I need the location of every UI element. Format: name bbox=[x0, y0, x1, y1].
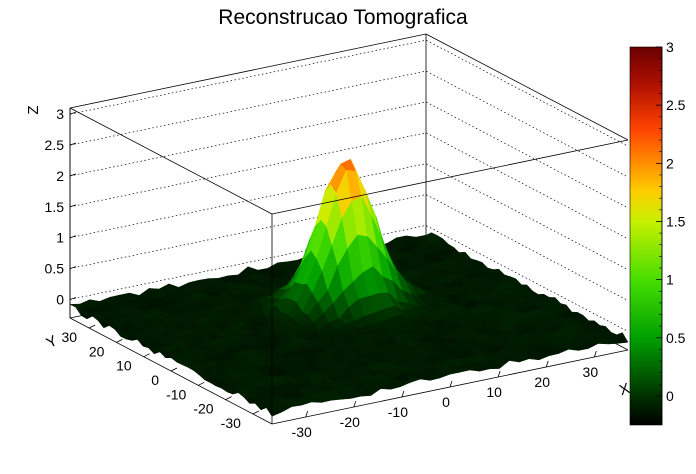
y-tick-label: 30 bbox=[62, 329, 78, 345]
z-tick bbox=[69, 235, 77, 239]
x-tick bbox=[593, 350, 597, 358]
z-axis-label: Z bbox=[25, 105, 42, 114]
x-tick-label: -30 bbox=[292, 424, 312, 440]
colorbar-tick-label: 3 bbox=[666, 39, 674, 55]
x-tick bbox=[305, 410, 309, 418]
z-tick bbox=[69, 297, 77, 300]
colorbar-tick-label: 1 bbox=[666, 272, 674, 288]
y-tick-label: -10 bbox=[166, 386, 186, 402]
front-edge bbox=[271, 139, 629, 215]
x-tick-label: 0 bbox=[442, 394, 450, 410]
y-tick-label: 10 bbox=[116, 358, 132, 374]
y-tick-label: -20 bbox=[193, 401, 213, 417]
z-tick-label: 0 bbox=[56, 291, 64, 307]
x-tick bbox=[449, 380, 453, 388]
x-tick bbox=[401, 390, 405, 398]
y-tick bbox=[143, 353, 150, 358]
x-tick-label: 30 bbox=[583, 364, 599, 380]
colorbar-tick-label: 0 bbox=[666, 388, 674, 404]
y-tick bbox=[252, 410, 260, 415]
colorbar-tick-label: 1.5 bbox=[666, 213, 686, 229]
x-tick-label: 10 bbox=[486, 384, 502, 400]
colorbar: 0 0.5 1 1.5 2 2.5 3 bbox=[629, 39, 686, 426]
colorbar-tick-label: 2 bbox=[666, 155, 674, 171]
colorbar-tick-label: 2.5 bbox=[666, 97, 686, 113]
x-tick bbox=[497, 370, 501, 378]
z-gridline bbox=[69, 225, 629, 332]
z-tick-label: 2.5 bbox=[45, 137, 65, 153]
y-tick bbox=[198, 381, 205, 386]
y-tick-label: 20 bbox=[89, 343, 105, 359]
z-gridline bbox=[69, 163, 629, 271]
z-tick bbox=[69, 111, 77, 115]
z-tick bbox=[69, 142, 77, 146]
y-tick bbox=[170, 367, 178, 372]
z-tick bbox=[69, 204, 77, 208]
x-tick bbox=[545, 360, 549, 368]
z-tick-label: 1 bbox=[56, 230, 64, 246]
colorbar-tick-label: 0.5 bbox=[666, 330, 686, 346]
colorbar-rect bbox=[629, 46, 663, 426]
z-tick-label: 2 bbox=[56, 168, 64, 184]
surface bbox=[69, 158, 629, 417]
y-axis-label: Y bbox=[43, 332, 60, 352]
y-tick bbox=[225, 396, 232, 401]
x-tick-label: -20 bbox=[340, 414, 360, 430]
axes-labels: 0 0.5 1 1.5 2 2.5 3 -30 -20 -10 0 10 20 30 -30 -20 -10 0 1… bbox=[25, 105, 632, 440]
chart-title: Reconstrucao Tomografica bbox=[218, 6, 468, 29]
x-axis-label: X bbox=[617, 380, 632, 399]
z-gridline bbox=[69, 194, 629, 301]
back-edge bbox=[69, 33, 427, 109]
z-gridline bbox=[69, 132, 629, 240]
y-tick bbox=[116, 338, 123, 343]
z-gridline bbox=[69, 39, 629, 147]
back-edge bbox=[425, 33, 629, 141]
z-tick-label: 1.5 bbox=[45, 199, 65, 215]
z-tick-label: 0.5 bbox=[45, 261, 65, 277]
z-tick-label: 3 bbox=[56, 106, 64, 122]
z-gridline bbox=[69, 70, 629, 178]
z-tick bbox=[69, 173, 77, 177]
surface-cell bbox=[612, 332, 629, 344]
y-tick-label: 0 bbox=[151, 372, 159, 388]
y-tick bbox=[88, 324, 96, 329]
x-tick-label: 20 bbox=[534, 374, 550, 390]
x-tick-label: -10 bbox=[388, 404, 408, 420]
front-box bbox=[69, 107, 629, 424]
z-gridline bbox=[69, 101, 629, 209]
y-tick-label: -30 bbox=[221, 415, 241, 431]
z-tick bbox=[69, 266, 77, 269]
x-tick bbox=[353, 400, 357, 408]
front-edge bbox=[69, 107, 273, 215]
